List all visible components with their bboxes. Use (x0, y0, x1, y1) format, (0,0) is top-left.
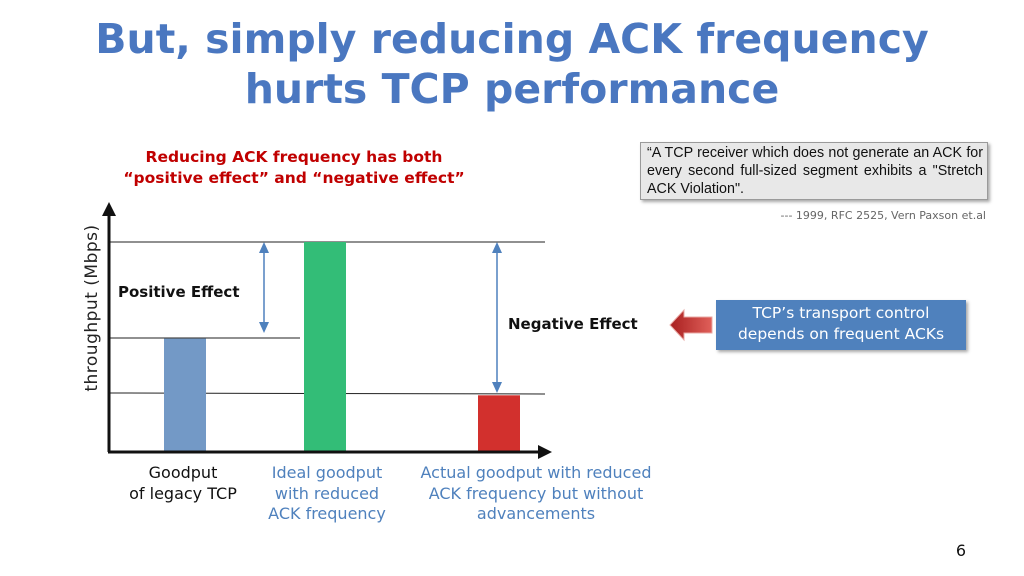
slide-title: But, simply reducing ACK frequency hurts… (0, 14, 1024, 114)
page-number: 6 (955, 541, 966, 560)
category-actual-line-2: ACK frequency but without (428, 483, 644, 503)
category-label-legacy: Goodput of legacy TCP (112, 463, 254, 504)
bar-actual-goodput (478, 395, 520, 452)
subtitle-line-2: “positive effect” and “negative effect” (123, 169, 465, 187)
subtitle-line-1: Reducing ACK frequency has both (145, 148, 443, 166)
category-label-actual: Actual goodput with reduced ACK frequenc… (402, 463, 670, 525)
category-ideal-line-3: ACK frequency (268, 504, 386, 523)
rfc-quote-box: “A TCP receiver which does not generate … (640, 142, 988, 200)
positive-effect-arrow (259, 242, 269, 333)
bar-legacy-goodput (164, 338, 206, 452)
category-ideal-line-2: with reduced (274, 483, 380, 503)
tcp-control-callout: TCP’s transport control depends on frequ… (716, 300, 966, 350)
negative-effect-arrow (492, 242, 502, 393)
tcp-box-line-1: TCP’s transport control (752, 304, 930, 322)
title-line-2: hurts TCP performance (244, 65, 780, 113)
category-ideal-line-1: Ideal goodput (271, 463, 383, 482)
bar-ideal-goodput (304, 242, 346, 452)
category-actual-line-3: advancements (476, 504, 596, 523)
chart-subtitle: Reducing ACK frequency has both “positiv… (84, 147, 504, 189)
left-pointer-arrow-icon (669, 308, 713, 342)
positive-effect-label: Positive Effect (118, 283, 240, 301)
x-axis-arrowhead (538, 445, 552, 459)
category-actual-line-1: Actual goodput with reduced (420, 463, 652, 482)
category-legacy-line-1: Goodput (148, 463, 218, 482)
y-axis-arrowhead (102, 202, 116, 216)
category-legacy-line-2: of legacy TCP (129, 483, 237, 503)
quote-source: --- 1999, RFC 2525, Vern Paxson et.al (780, 209, 986, 222)
negative-effect-label: Negative Effect (508, 315, 638, 333)
category-label-ideal: Ideal goodput with reduced ACK frequency (250, 463, 404, 525)
tcp-box-line-2: depends on frequent ACKs (737, 325, 945, 343)
title-line-1: But, simply reducing ACK frequency (95, 15, 929, 63)
